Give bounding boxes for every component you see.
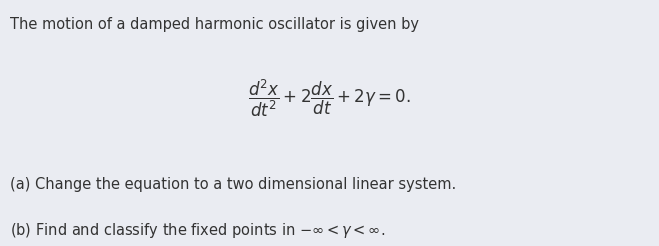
Text: (a) Change the equation to a two dimensional linear system.: (a) Change the equation to a two dimensi… — [10, 177, 456, 192]
Text: The motion of a damped harmonic oscillator is given by: The motion of a damped harmonic oscillat… — [10, 17, 419, 32]
Text: (b) Find and classify the fixed points in $-\infty < \gamma < \infty$.: (b) Find and classify the fixed points i… — [10, 221, 386, 240]
Text: $\dfrac{d^2x}{dt^2} + 2\dfrac{dx}{dt} + 2\gamma = 0.$: $\dfrac{d^2x}{dt^2} + 2\dfrac{dx}{dt} + … — [248, 78, 411, 119]
